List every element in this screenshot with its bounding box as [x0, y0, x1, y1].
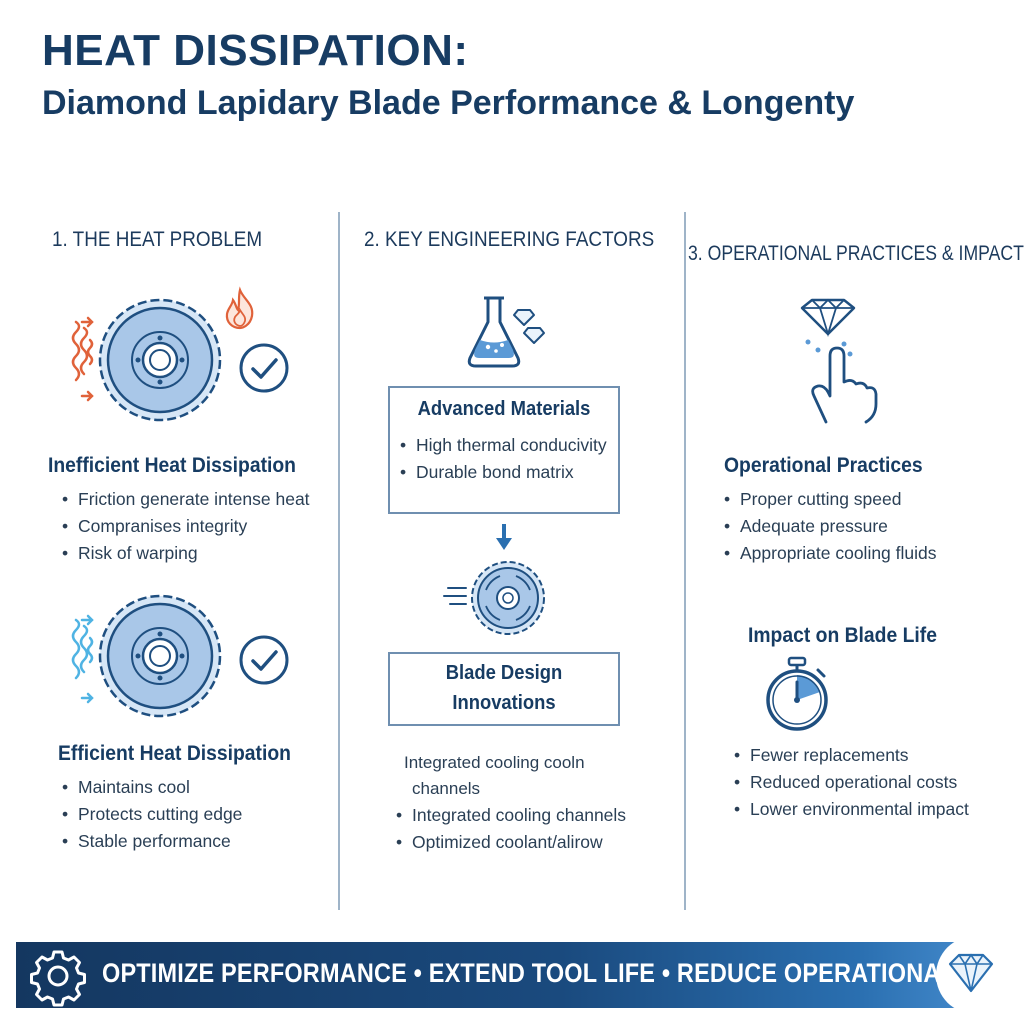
flame-icon [225, 286, 254, 330]
list-item: Proper cutting speed [724, 486, 937, 513]
engineering-factors-heading: 2. KEY ENGINEERING FACTORS [364, 228, 655, 251]
blade-design-box [388, 652, 620, 726]
advanced-materials-list: High thermal conducivity Durable bond ma… [400, 432, 607, 486]
blade-design-title-line1: Blade Design [445, 662, 563, 684]
operational-practices-heading: 3. OPERATIONAL PRACTICES & IMPACT [688, 242, 1024, 265]
blade-with-cooling-icon [71, 594, 222, 718]
operational-practices-list: Proper cutting speed Adequate pressure A… [724, 486, 937, 567]
hand-pointing-icon [800, 298, 878, 424]
blade-design-intro-line1: Integrated cooling cooln [404, 753, 585, 772]
inefficient-heat-list: Friction generate intense heat Compranis… [62, 486, 310, 567]
impact-blade-life-title: Impact on Blade Life [748, 624, 937, 647]
list-item: Adequate pressure [724, 513, 937, 540]
page-title: HEAT DISSIPATION: [42, 26, 469, 75]
list-item: Protects cutting edge [62, 801, 242, 828]
gear-icon [30, 950, 86, 1007]
efficient-heat-list: Maintains cool Protects cutting edge Sta… [62, 774, 242, 855]
list-item: Appropriate cooling fluids [724, 540, 937, 567]
list-item: High thermal conducivity [400, 432, 607, 459]
page-subtitle: Diamond Lapidary Blade Performance & Lon… [42, 84, 855, 122]
list-item: Friction generate intense heat [62, 486, 310, 513]
list-item: Optimized coolant/alirow [396, 829, 626, 856]
advanced-materials-title: Advanced Materials [417, 398, 591, 420]
blade-design-title-line2: Innovations [452, 692, 556, 714]
moving-blade-icon [443, 561, 545, 635]
list-item: Stable performance [62, 828, 242, 855]
operational-practices-title: Operational Practices [724, 454, 923, 477]
list-item: Lower environmental impact [734, 796, 969, 823]
blade-design-intro-line2: channels [412, 779, 481, 798]
blade-with-heat-icon [71, 298, 222, 422]
list-item: Compranises integrity [62, 513, 310, 540]
list-item: Fewer replacements [734, 742, 969, 769]
footer-banner [16, 942, 1006, 1008]
heat-problem-heading: 1. THE HEAT PROBLEM [52, 228, 263, 251]
column-divider-1 [338, 212, 340, 910]
footer-banner-text: OPTIMIZE PERFORMANCE • EXTEND TOOL LIFE … [102, 958, 1024, 988]
column-divider-2 [684, 212, 686, 910]
flask-icon [467, 296, 545, 368]
checkmark-icon [239, 343, 289, 393]
list-item: Durable bond matrix [400, 459, 607, 486]
list-item: Risk of warping [62, 540, 310, 567]
diamond-icon [948, 953, 994, 993]
stopwatch-icon [766, 656, 828, 731]
list-item: Maintains cool [62, 774, 242, 801]
list-item: Integrated cooling channels [396, 802, 626, 829]
impact-blade-life-list: Fewer replacements Reduced operational c… [734, 742, 969, 823]
blade-design-list: Integrated cooling channels Optimized co… [396, 802, 626, 856]
efficient-heat-title: Efficient Heat Dissipation [58, 742, 291, 765]
arrow-down-icon [496, 524, 512, 550]
inefficient-heat-title: Inefficient Heat Dissipation [48, 454, 296, 477]
list-item: Reduced operational costs [734, 769, 969, 796]
checkmark-icon [239, 635, 289, 685]
